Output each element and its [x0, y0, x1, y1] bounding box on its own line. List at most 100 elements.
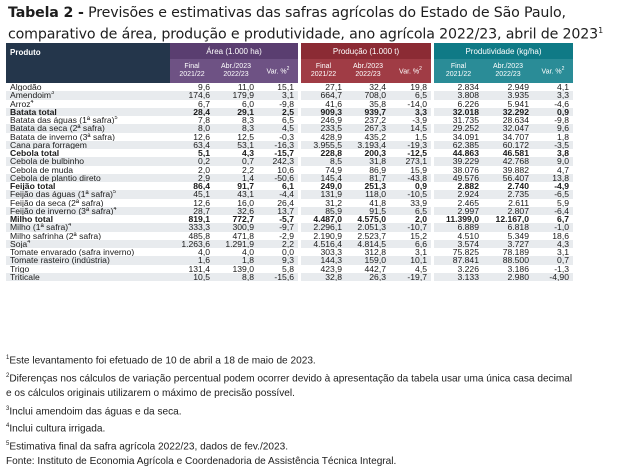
table-row: Soja4 1.263,6 1.291,9 2,2 4.516,4 4.814,5 6,6 3…: [6, 239, 573, 248]
cell-productivity-estimate: 46.581: [502, 149, 529, 158]
table-row: Batata de inverno (3ª safra) 12,6 12,5 -0,3…: [6, 132, 573, 141]
cell-production-variation: -12,5: [407, 149, 427, 158]
footnote-mark: 4: [30, 99, 34, 105]
table-row: Tomate rasteiro (indústria) 1,6 1,8 9,3 144,…: [6, 256, 573, 265]
footnote-text: Inclui cultura irrigada.: [9, 423, 106, 435]
cell-productivity-estimate: 42.768: [483, 157, 533, 166]
title-text: Previsões e estimativas das safras agríc…: [8, 5, 599, 43]
cell-area-variation: 9,3: [258, 256, 298, 265]
cell-area-estimate: 16,0: [237, 198, 254, 207]
cell-area-estimate: 300,9: [214, 223, 258, 232]
header-area-final: Final 2021/22: [170, 59, 214, 83]
cell-productivity-variation: -6,4: [533, 206, 573, 215]
cell-area-variation: 242,3: [258, 157, 298, 166]
cell-area-final: 1,6: [170, 256, 214, 265]
cell-area-estimate: 11,0: [237, 83, 254, 92]
table-row: Feijão de inverno (3ª safra)4 28,7 32,6 13,…: [6, 206, 573, 215]
cell-area-estimate: 91,7: [237, 182, 254, 191]
header-period: 2022/23: [223, 71, 249, 78]
footnote-line: e os cálculos originais utilizarem o máx…: [6, 387, 621, 402]
header-group-area: Área (1.000 ha): [170, 43, 298, 59]
footnote-text: Inclui amendoim das águas e da seca.: [9, 405, 182, 417]
row-product-name: Soja4: [6, 239, 170, 248]
cell-production-estimate: 32,4: [369, 83, 386, 92]
cell-productivity-final: 87.841: [434, 256, 483, 265]
cell-production-variation: 19,8: [410, 83, 427, 92]
product-label: Cebola total: [10, 149, 60, 158]
table-title: Tabela 2 - Previsões e estimativas das s…: [8, 5, 623, 44]
cell-area-estimate: 139,0: [232, 264, 254, 273]
footnote-line: 2Diferenças nos cálculos de variação per…: [6, 369, 621, 387]
cell-production-variation: 0,9: [415, 182, 427, 191]
cell-productivity-variation: -1,0: [533, 223, 573, 232]
cell-production-final: 2.190,9: [313, 231, 342, 240]
cell-area-final: 0,2: [170, 157, 214, 166]
cell-productivity-final: 34.091: [452, 132, 479, 141]
table-row: Cana para forragem 63,4 53,1 -16,3 3.955,5 3.…: [6, 140, 573, 149]
cell-productivity-final: 3.226: [457, 264, 479, 273]
header-productivity-variation: Var. %2: [533, 59, 573, 83]
cell-area-variation: 3,1: [258, 91, 298, 100]
header-productivity-estimate: Abr./2023 2022/23: [483, 59, 533, 83]
row-product-name: Triticale: [6, 272, 170, 281]
cell-area-estimate: 2,2: [242, 165, 254, 174]
row-product-name: Feijão de inverno (3ª safra)4: [6, 206, 170, 215]
product-label: Batata de inverno (3ª safra): [10, 132, 115, 141]
cell-area-estimate: 43,1: [214, 190, 258, 199]
cell-productivity-estimate: 2.949: [507, 83, 529, 92]
cell-area-estimate: 29,1: [214, 107, 258, 116]
cell-production-final: 664,7: [301, 91, 346, 100]
footnote-number: 1: [6, 355, 10, 361]
cell-production-final: 246,9: [320, 116, 342, 125]
footnote-mark: 4: [113, 206, 117, 212]
cell-area-final: 485,8: [188, 231, 210, 240]
row-product-name: Cebola total: [6, 149, 170, 157]
footnote-line: 4Inclui cultura irrigada.: [6, 419, 621, 437]
product-label: Feijão das águas (1ª safra): [10, 190, 114, 199]
footnote-mark: 4: [68, 223, 72, 229]
cell-area-variation: 2,5: [258, 107, 298, 116]
cell-production-variation: 4,5: [415, 264, 427, 273]
cell-area-variation: -9,7: [258, 223, 298, 232]
cell-area-final: 45,1: [170, 190, 214, 199]
cell-area-estimate: 0,7: [214, 157, 258, 166]
footnote-mark: 5: [114, 116, 118, 122]
cell-productivity-variation: -6,5: [533, 190, 573, 199]
cell-area-variation: -2,9: [279, 231, 294, 240]
row-product-name: Feijão da seca (2ª safra): [6, 199, 170, 207]
row-product-name: Trigo: [6, 265, 170, 273]
row-product-name: Batata de inverno (3ª safra): [6, 133, 170, 141]
cell-productivity-variation: -4,90: [533, 272, 573, 281]
product-label: Cebola de bulbinho: [10, 157, 85, 166]
row-product-name: Batata total: [6, 107, 170, 116]
cell-productivity-final: 2.882: [457, 182, 479, 191]
cell-productivity-variation: 9,6: [533, 124, 573, 133]
cell-productivity-estimate: 12.167,0: [495, 215, 529, 224]
cell-production-variation: 1,5: [415, 132, 427, 141]
cell-area-variation: -50,6: [258, 173, 298, 182]
cell-productivity-variation: 13,8: [533, 173, 573, 182]
footnote-number: 4: [6, 423, 10, 430]
row-product-name: Cana para forragem: [6, 140, 170, 149]
header-period: 2021/22: [445, 71, 472, 78]
header-product: Produto: [6, 43, 170, 83]
cell-area-final: 28,4: [170, 107, 214, 116]
header-productivity-final: Final 2021/22: [434, 59, 483, 83]
footnote-text: Fonte: Instituto de Economia Agrícola e …: [6, 456, 397, 468]
cell-productivity-estimate: 78.189: [502, 248, 529, 257]
cell-production-variation: 15,2: [410, 231, 427, 240]
cell-production-final: 4.487,0: [313, 215, 342, 224]
cell-production-variation: -10,5: [390, 190, 431, 199]
table-row: Cebola total 5,1 4,3 -15,7 228,8 200,3 -12,5 44…: [6, 149, 573, 158]
cell-area-estimate: 1,8: [214, 256, 258, 265]
cell-production-estimate: 200,3: [364, 149, 386, 158]
cell-productivity-estimate: 28.634: [502, 116, 529, 125]
cell-production-variation: -3,9: [412, 116, 427, 125]
footnote-text: Diferenças nos cálculos de variação perc…: [9, 373, 573, 385]
cell-production-estimate: 91,5: [346, 206, 390, 215]
cell-production-final: 2.296,1: [301, 223, 346, 232]
cell-productivity-final: 6.889: [434, 223, 483, 232]
cell-production-final: 3.955,5: [301, 140, 346, 149]
cell-productivity-estimate: 32.047: [483, 124, 533, 133]
product-label: Feijão total: [10, 182, 56, 191]
